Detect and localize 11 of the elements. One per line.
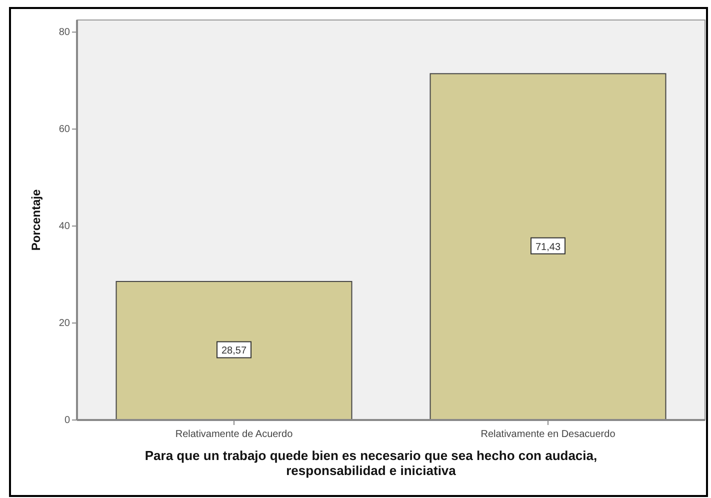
y-tick-label: 80 xyxy=(58,27,70,38)
y-tick-label: 20 xyxy=(58,318,70,330)
y-tick-label: 60 xyxy=(58,124,70,136)
data-label: 71,43 xyxy=(535,242,561,253)
x-tick-label: Relativamente en Desacuerdo xyxy=(480,429,616,440)
x-tick-label: Relativamente de Acuerdo xyxy=(175,429,294,440)
x-axis-title: Para que un trabajo quede bien es necesario que sea hecho con audacia, responsabilidad e iniciativa xyxy=(144,448,598,478)
y-axis-title: Porcentaje xyxy=(29,188,43,251)
y-tick-label: 0 xyxy=(64,415,70,426)
data-label: 28,57 xyxy=(221,346,247,357)
y-tick-label: 40 xyxy=(58,221,70,232)
